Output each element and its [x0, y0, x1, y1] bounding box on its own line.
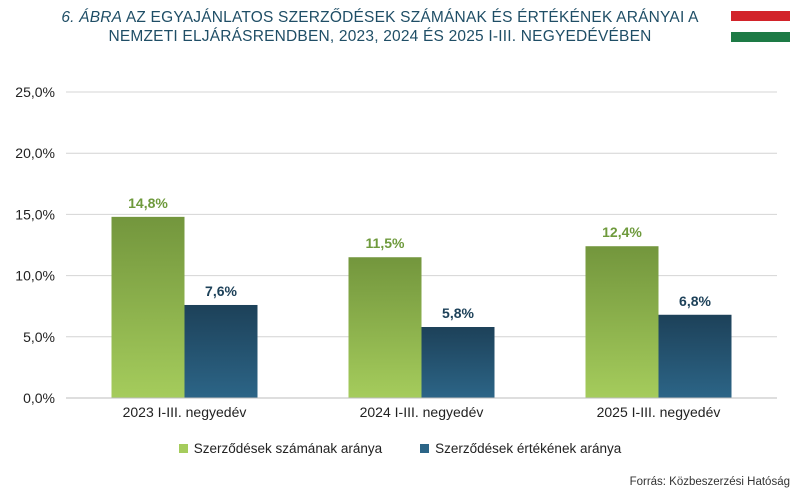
source-note: Forrás: Közbeszerzési Hatóság: [629, 476, 790, 488]
y-tick-label: 25,0%: [15, 84, 55, 100]
x-tick-label: 2024 I-III. negyedév: [360, 404, 484, 420]
legend-item-series-1: Szerződések számának aránya: [178, 441, 383, 456]
data-label-series-2: 5,8%: [442, 305, 474, 321]
data-label-series-2: 7,6%: [205, 283, 237, 299]
legend-label-series-2: Szerződések értékének aránya: [435, 441, 622, 456]
bar-series-1: [111, 216, 185, 398]
data-label-series-1: 14,8%: [128, 195, 168, 211]
data-label-series-2: 6,8%: [679, 293, 711, 309]
title-line1: AZ EGYAJÁNLATOS SZERZŐDÉSEK SZÁMÁNAK ÉS …: [122, 9, 699, 26]
legend-swatch-series-1: [178, 444, 188, 453]
bar-series-1: [585, 246, 659, 398]
y-tick-label: 20,0%: [15, 145, 55, 161]
bar-series-2: [421, 327, 495, 398]
bar-series-2: [184, 304, 258, 398]
y-tick-label: 15,0%: [15, 206, 55, 222]
chart-title: 6. ÁBRA AZ EGYAJÁNLATOS SZERZŐDÉSEK SZÁM…: [60, 8, 700, 46]
bar-series-1: [348, 257, 422, 398]
data-label-series-1: 11,5%: [366, 235, 405, 251]
y-tick-label: 10,0%: [15, 268, 55, 284]
legend-label-series-1: Szerződések számának aránya: [193, 441, 383, 456]
hungarian-flag-icon: [731, 11, 790, 42]
legend: Szerződések számának aránya Szerződések …: [0, 441, 800, 456]
x-tick-label: 2023 I-III. negyedév: [123, 404, 247, 420]
x-tick-label: 2025 I-III. negyedév: [597, 404, 721, 420]
title-line2: NEMZETI ELJÁRÁSRENDBEN, 2023, 2024 ÉS 20…: [108, 28, 652, 45]
y-tick-label: 5,0%: [23, 329, 55, 345]
y-tick-label: 0,0%: [23, 390, 55, 406]
bar-series-2: [658, 314, 732, 398]
figure-number: 6. ÁBRA: [61, 9, 123, 26]
legend-item-series-2: Szerződések értékének aránya: [420, 441, 621, 456]
data-label-series-1: 12,4%: [602, 224, 642, 240]
legend-swatch-series-2: [420, 444, 430, 453]
